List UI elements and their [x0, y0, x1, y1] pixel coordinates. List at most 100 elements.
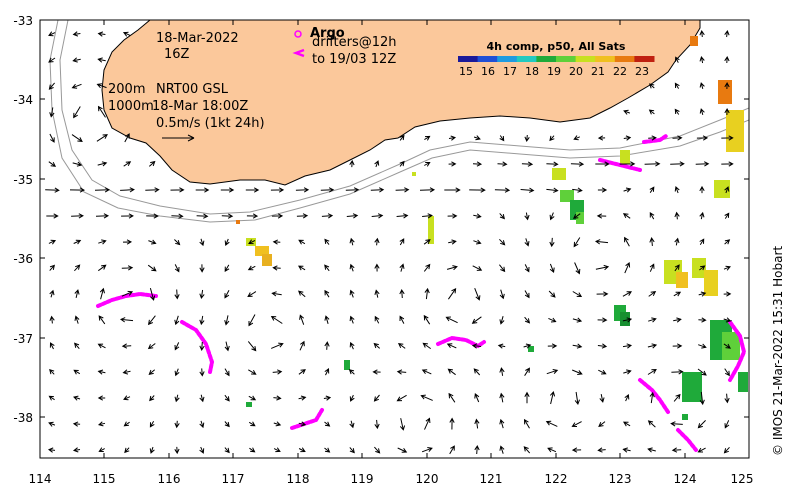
current-arrow: [399, 134, 405, 141]
current-arrow: [71, 134, 83, 142]
current-arrow: [220, 187, 235, 193]
current-arrow: [272, 265, 281, 271]
current-arrow: [647, 420, 656, 428]
current-arrow: [473, 135, 481, 141]
current-arrow: [174, 315, 180, 326]
current-arrow: [597, 135, 606, 141]
current-arrow: [298, 421, 307, 427]
plot-frame: [39, 19, 750, 459]
current-arrow: [298, 290, 306, 298]
current-arrow: [574, 262, 581, 275]
current-arrow: [673, 317, 682, 323]
lon-tick: 117: [222, 472, 245, 486]
current-arrow: [472, 161, 483, 167]
current-arrow: [672, 343, 683, 349]
current-arrow: [69, 187, 86, 193]
current-arrow: [622, 213, 631, 219]
current-arrow: [474, 393, 480, 403]
current-arrow: [445, 316, 458, 324]
current-arrow: [123, 161, 132, 167]
current-arrow: [472, 265, 483, 271]
current-arrow: [98, 264, 107, 272]
current-arrow: [399, 238, 405, 246]
current-arrow: [97, 421, 106, 427]
current-arrow: [271, 213, 284, 219]
current-arrow: [174, 368, 180, 377]
current-arrow: [697, 447, 706, 453]
current-arrow: [524, 367, 530, 376]
current-arrow: [270, 315, 283, 324]
current-arrow: [469, 187, 486, 193]
colorbar-tick: 17: [503, 65, 517, 78]
colorbar-title: 4h comp, p50, All Sats: [487, 40, 626, 53]
current-arrow: [624, 261, 631, 274]
current-arrow: [74, 315, 80, 324]
current-arrow: [697, 420, 706, 429]
current-arrow: [724, 55, 730, 64]
current-arrow: [374, 289, 380, 298]
current-arrow: [399, 418, 406, 431]
current-arrow: [573, 135, 580, 141]
current-arrow: [121, 290, 134, 297]
current-arrow: [324, 289, 330, 298]
lon-tick: 121: [480, 472, 503, 486]
current-arrow: [648, 317, 657, 323]
current-arrow: [148, 160, 156, 167]
current-arrow: [698, 343, 707, 349]
lon-tick: 119: [351, 472, 374, 486]
current-arrow: [97, 161, 108, 167]
current-arrow: [371, 213, 384, 219]
current-arrow: [473, 368, 481, 376]
current-arrow: [672, 135, 683, 141]
current-arrow: [74, 342, 80, 350]
current-arrow: [572, 291, 583, 298]
current-arrow: [47, 447, 56, 453]
current-vectors: [45, 29, 734, 455]
current-arrow: [599, 393, 605, 403]
current-arrow: [247, 341, 257, 352]
nrt-label: NRT00 GSL: [156, 82, 229, 97]
current-arrow: [199, 264, 205, 273]
lon-tick: 116: [158, 472, 181, 486]
current-arrow: [597, 317, 608, 323]
current-arrow: [723, 291, 732, 297]
current-arrow: [595, 161, 610, 167]
current-arrow: [324, 341, 330, 350]
current-arrow: [547, 343, 558, 349]
colorbar-tick: 20: [569, 65, 583, 78]
current-arrow: [548, 290, 556, 298]
current-arrow: [120, 187, 135, 193]
current-arrow: [248, 314, 256, 327]
current-arrow: [499, 264, 506, 273]
current-arrow: [248, 421, 256, 427]
current-arrow: [174, 446, 180, 455]
current-arrow: [73, 239, 82, 245]
current-arrow: [174, 394, 180, 403]
current-arrow: [199, 289, 205, 300]
current-arrow: [273, 395, 282, 401]
current-arrow: [573, 237, 581, 248]
current-arrow: [623, 369, 632, 375]
current-arrow: [324, 447, 331, 453]
current-arrow: [374, 237, 380, 246]
scale-arrow: [162, 134, 195, 142]
current-arrow: [494, 187, 511, 193]
current-arrow: [48, 395, 55, 401]
current-arrow: [98, 447, 105, 452]
current-arrow: [724, 368, 730, 377]
current-arrow: [446, 265, 458, 271]
current-arrow: [72, 57, 81, 63]
current-arrow: [423, 314, 431, 325]
drifter-legend: Argo drifters@12h to 19/03 12Z: [292, 26, 397, 67]
current-arrow: [423, 239, 431, 245]
current-arrow: [171, 213, 184, 219]
current-arrow: [147, 315, 156, 326]
current-arrow: [473, 213, 482, 219]
current-arrow: [396, 369, 407, 375]
current-arrow: [72, 31, 81, 37]
current-arrow: [123, 421, 130, 427]
current-arrow: [397, 447, 408, 453]
current-arrow: [699, 185, 705, 194]
current-arrow: [349, 263, 355, 272]
current-arrow: [499, 392, 505, 403]
